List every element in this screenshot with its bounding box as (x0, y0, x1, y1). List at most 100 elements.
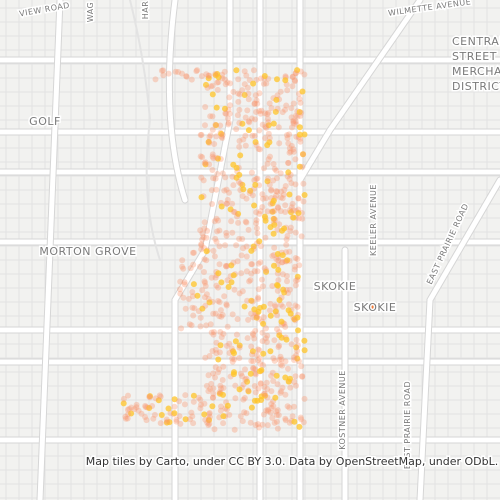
density-point (195, 394, 202, 401)
density-point (270, 177, 277, 184)
density-point (229, 200, 236, 207)
density-point (235, 98, 242, 105)
density-point (212, 346, 219, 353)
density-point (249, 351, 255, 358)
density-point (253, 217, 260, 224)
density-point (235, 90, 242, 97)
density-point (267, 348, 274, 355)
density-point (290, 146, 297, 153)
density-point (226, 350, 233, 356)
density-point (236, 386, 243, 393)
density-point (278, 188, 285, 195)
density-point (206, 420, 213, 427)
density-point (274, 425, 281, 432)
density-point (190, 398, 197, 405)
density-point (294, 67, 301, 74)
density-point (209, 91, 216, 98)
density-point (292, 181, 299, 188)
density-point (275, 257, 282, 264)
density-point (301, 192, 308, 198)
density-point (301, 395, 308, 402)
density-point (273, 408, 280, 415)
density-point (284, 403, 291, 410)
density-point (223, 200, 230, 207)
density-point (181, 281, 188, 288)
density-point (214, 79, 221, 86)
density-point (122, 415, 129, 422)
density-point (203, 234, 210, 241)
place-label: SKOKIE (314, 280, 357, 293)
density-point (252, 370, 259, 377)
density-point (287, 375, 293, 382)
density-point (217, 407, 224, 414)
density-point (234, 258, 241, 265)
density-point (295, 210, 302, 216)
density-point (259, 338, 266, 345)
density-point (291, 354, 297, 361)
density-point (222, 110, 229, 117)
density-point (250, 365, 257, 371)
density-point (150, 415, 157, 422)
density-point (253, 97, 260, 104)
density-point (266, 139, 273, 146)
density-point (179, 257, 186, 264)
density-point (182, 416, 189, 423)
density-point (202, 279, 208, 286)
density-point (172, 68, 179, 75)
density-point (264, 208, 271, 215)
density-point (299, 373, 306, 380)
density-point (197, 405, 204, 412)
density-point (220, 330, 227, 337)
density-point (253, 225, 260, 232)
density-point (298, 109, 305, 116)
density-point (220, 363, 227, 370)
density-point (259, 421, 266, 428)
density-point (124, 415, 131, 422)
density-point (282, 209, 289, 215)
density-point (211, 141, 218, 147)
density-point (205, 372, 212, 379)
density-point (217, 307, 224, 314)
density-point (212, 175, 219, 182)
density-point (291, 378, 298, 385)
density-point (256, 355, 263, 362)
density-point (293, 382, 299, 389)
density-point (228, 279, 235, 286)
density-point (217, 342, 224, 349)
density-point (282, 183, 289, 189)
density-point (284, 257, 291, 264)
density-point (147, 393, 153, 400)
density-point (264, 111, 271, 118)
density-point (205, 388, 212, 395)
density-point (258, 107, 265, 114)
density-point (242, 366, 248, 373)
density-point (284, 87, 291, 94)
density-point (232, 382, 239, 389)
density-point (215, 217, 222, 224)
density-point (279, 362, 286, 369)
density-point (254, 230, 261, 237)
density-point (272, 302, 279, 309)
density-point (276, 332, 283, 339)
density-point (208, 329, 215, 336)
density-point (277, 301, 284, 308)
density-point (248, 404, 255, 411)
density-point (190, 312, 197, 319)
density-point (245, 90, 252, 97)
density-point (256, 368, 263, 375)
density-point (241, 395, 248, 401)
density-point (181, 401, 188, 408)
density-point (283, 236, 290, 243)
density-point (292, 255, 299, 261)
density-point (211, 253, 218, 260)
density-point (274, 226, 281, 233)
density-point (240, 245, 247, 252)
density-point (269, 208, 276, 215)
density-point (292, 263, 299, 270)
density-point (301, 71, 308, 78)
density-point (197, 396, 204, 403)
density-point (268, 388, 275, 395)
density-point (278, 318, 285, 325)
density-point (213, 122, 219, 129)
density-point (128, 404, 135, 411)
